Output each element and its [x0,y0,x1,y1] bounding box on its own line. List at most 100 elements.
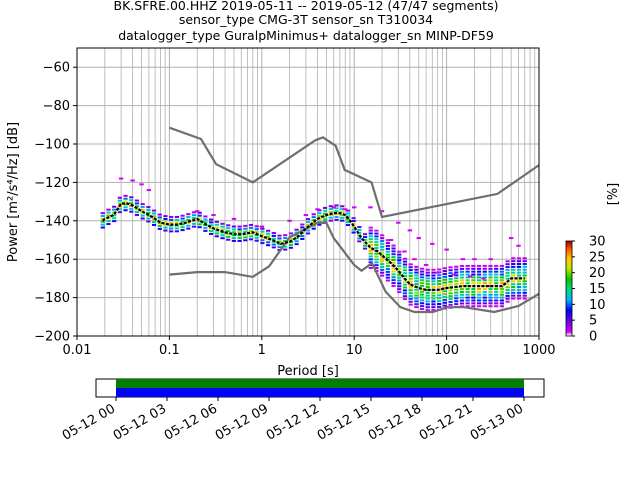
histogram-cell [191,217,197,220]
colorbar-step [566,242,572,244]
histogram-cell [195,210,200,213]
histogram-cell [465,270,470,273]
histogram-cell [522,271,527,274]
histogram-cell [266,235,271,238]
colorbar-step [566,325,572,327]
histogram-cell [391,253,396,256]
colorbar-step [566,293,572,295]
histogram-cell [368,255,373,258]
histogram-cell [197,223,202,226]
histogram-cell [448,303,453,306]
colorbar-step [566,264,572,266]
histogram-cell [271,232,276,235]
histogram-cell [454,274,459,277]
histogram-cell [311,213,316,216]
histogram-cell [305,229,311,232]
mode-line [102,202,525,291]
histogram-cell [277,246,282,249]
histogram-cell [499,302,504,305]
plot-background [77,48,539,336]
histogram-cell [494,270,499,273]
histogram-cell [442,275,447,278]
colorbar-step [566,253,572,255]
histogram-cell [408,277,413,280]
histogram-cell [112,205,117,208]
histogram-cell [305,223,311,226]
histogram-cell [494,287,499,290]
histogram-cell [397,285,402,288]
histogram-cell [180,220,185,223]
colorbar-step [566,270,572,272]
histogram-cell [425,291,430,294]
histogram-cell [260,236,265,239]
histogram-cell [431,294,436,297]
histogram-cell [323,218,328,221]
histogram-cell [197,217,202,220]
histogram-cell [197,214,202,217]
colorbar-step [566,245,572,247]
histogram-cell [488,267,493,270]
histogram-cell [248,229,254,232]
colorbar-step [566,303,572,305]
colorbar-step [566,250,572,252]
histogram-cell [163,217,168,220]
colorbar-step [566,324,572,326]
histogram-cell [516,294,522,297]
histogram-cell [271,243,276,246]
coverage-bar-gaps [116,388,524,397]
histogram-cell [368,249,373,252]
histogram-cell [419,282,425,285]
histogram-cell [118,177,124,180]
histogram-cell [123,194,128,197]
histogram-cell [516,291,522,294]
histogram-cell [343,208,348,211]
histogram-cell [123,197,128,200]
histogram-cell [379,210,385,213]
histogram-cell [397,259,402,262]
histogram-cell [226,235,231,238]
histogram-cell [505,274,510,277]
colorbar-step [566,247,572,249]
histogram-cell [408,269,413,272]
histogram-cell [494,267,499,270]
histogram-cell [380,251,385,254]
histogram-cell [351,217,356,220]
histogram-cell [129,196,134,199]
histogram-cell [385,265,390,268]
histogram-cell [129,199,134,202]
colorbar-step [566,283,572,285]
histogram-cell [454,271,459,274]
histogram-cell [494,273,499,276]
x-tick-label: 10 [346,343,363,358]
histogram-cell [511,271,516,274]
histogram-cell [374,246,379,249]
histogram-cell [442,284,447,287]
histogram-cell [471,293,476,296]
histogram-cell [300,226,305,229]
histogram-cell [397,273,402,276]
histogram-cell [385,247,390,250]
histogram-cell [442,301,447,304]
histogram-cell [277,237,282,240]
histogram-cell [444,248,449,251]
histogram-cell [494,290,499,293]
histogram-cell [334,215,339,218]
colorbar-tick-label: 25 [589,250,606,265]
histogram-cell [511,277,516,280]
histogram-cell [277,234,282,237]
histogram-cell [482,287,487,290]
histogram-cell [380,274,385,277]
colorbar-step [566,285,572,287]
histogram-cell [494,276,499,279]
histogram-cell [499,276,504,279]
histogram-cell [419,305,425,308]
histogram-cell [414,283,419,286]
colorbar-step [566,295,572,297]
histogram-cell [454,282,459,285]
histogram-cell [331,206,336,209]
histogram-cell [505,289,510,292]
histogram-cell [459,302,465,305]
colorbar-step [566,280,572,282]
histogram-cell [362,238,368,241]
